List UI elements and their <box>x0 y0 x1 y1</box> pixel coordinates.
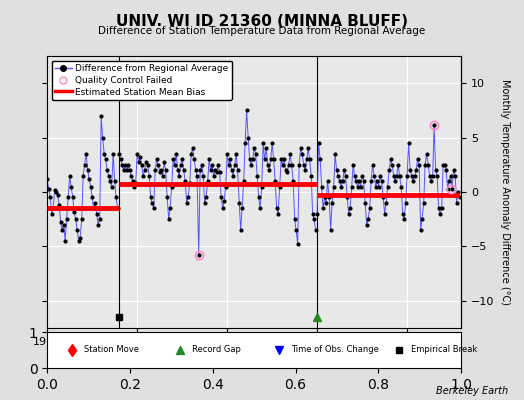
Text: UNIV. WI ID 21360 (MINNA BLUFF): UNIV. WI ID 21360 (MINNA BLUFF) <box>116 14 408 29</box>
Text: Berkeley Earth: Berkeley Earth <box>436 386 508 396</box>
Text: Time of Obs. Change: Time of Obs. Change <box>291 346 379 354</box>
Legend: Difference from Regional Average, Quality Control Failed, Estimated Station Mean: Difference from Regional Average, Qualit… <box>52 60 232 100</box>
Text: Record Gap: Record Gap <box>192 346 241 354</box>
Text: Difference of Station Temperature Data from Regional Average: Difference of Station Temperature Data f… <box>99 26 425 36</box>
Text: Empirical Break: Empirical Break <box>411 346 478 354</box>
Y-axis label: Monthly Temperature Anomaly Difference (°C): Monthly Temperature Anomaly Difference (… <box>500 79 510 305</box>
Text: Station Move: Station Move <box>84 346 139 354</box>
